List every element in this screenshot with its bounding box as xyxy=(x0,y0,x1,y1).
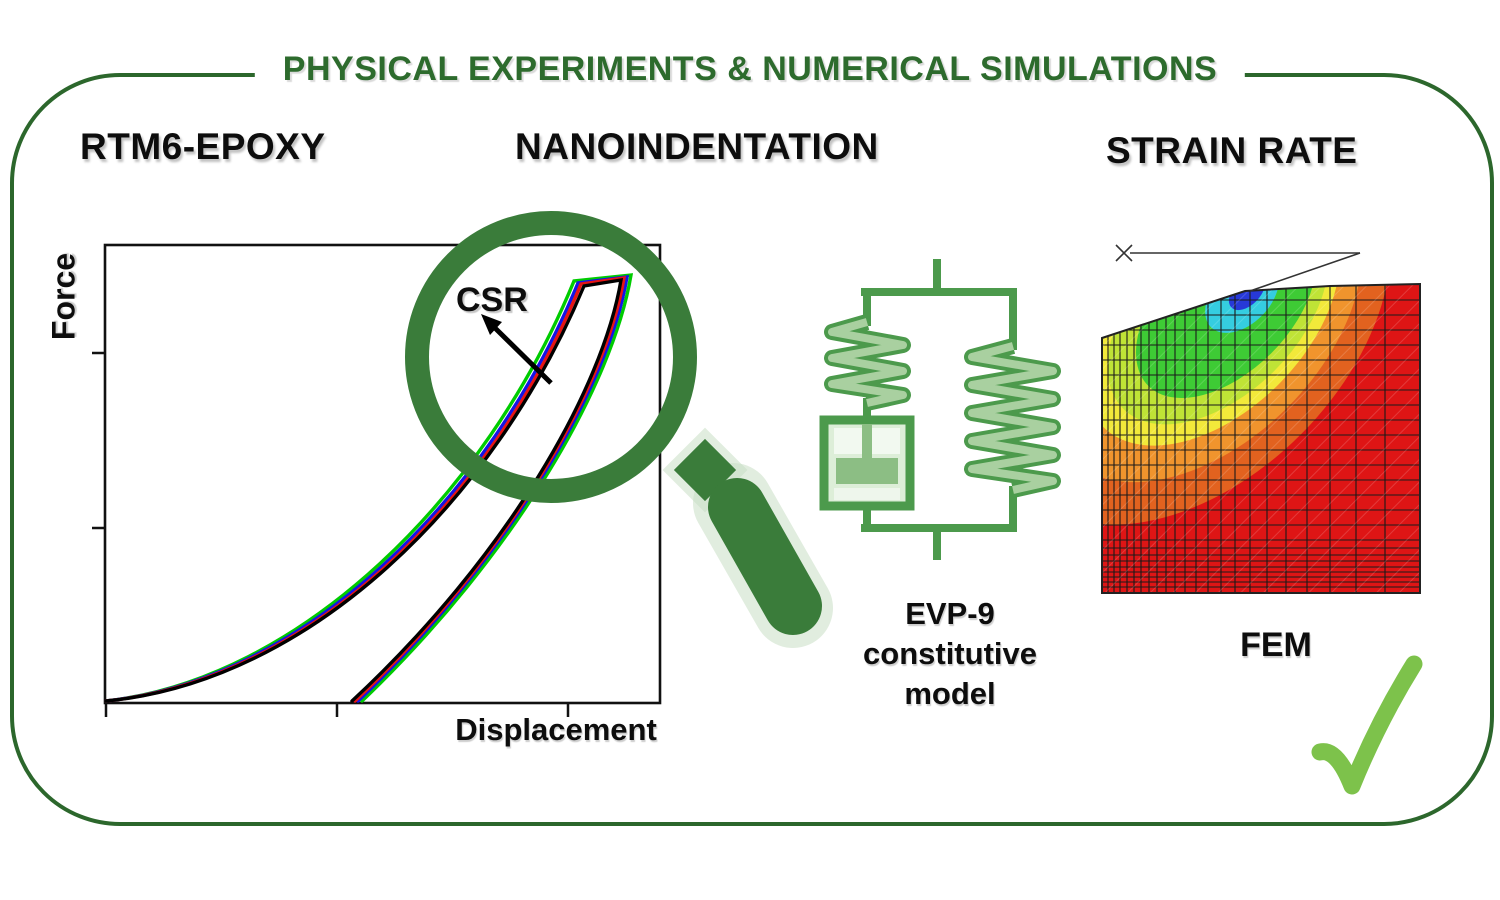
curve-black xyxy=(104,277,624,703)
magnifier-ring xyxy=(405,211,697,503)
load-unload-curves xyxy=(104,273,634,703)
dashpot-icon xyxy=(819,415,915,511)
axis-ticks xyxy=(92,351,570,717)
indenter-icon xyxy=(1115,244,1361,292)
spring-right-icon xyxy=(964,338,1061,498)
mesh-outline xyxy=(1101,282,1421,594)
plot-y-axis-label: Force xyxy=(45,252,82,341)
model-frame xyxy=(861,259,1017,560)
section-title-material: RTM6-EPOXY xyxy=(80,126,326,167)
figure-title: PHYSICAL EXPERIMENTS & NUMERICAL SIMULAT… xyxy=(254,50,1246,89)
section-title-simulation: STRAIN RATE xyxy=(1106,130,1358,171)
csr-annotation: CSR xyxy=(456,281,528,319)
fem-color-bands xyxy=(1102,284,1420,593)
plot-box xyxy=(103,243,662,705)
csr-arrow xyxy=(481,314,553,385)
checkmark-icon xyxy=(1311,655,1423,795)
fem-caption: FEM xyxy=(1240,626,1312,664)
magnifier-handle xyxy=(708,478,822,635)
x-marker-icon xyxy=(1115,244,1133,262)
section-title-experiment: NANOINDENTATION xyxy=(515,126,879,167)
mesh-diagonal-pattern xyxy=(1102,284,1420,593)
constitutive-model-diagram xyxy=(819,259,1061,560)
spring-left-icon xyxy=(824,314,911,411)
constitutive-model-caption: EVP-9 constitutive model xyxy=(800,594,1100,714)
caption-line-3: model xyxy=(904,676,996,711)
force-displacement-plot xyxy=(92,243,662,717)
fem-contour-plot xyxy=(1101,244,1421,594)
caption-line-1: EVP-9 xyxy=(905,596,995,631)
curve-green xyxy=(104,273,634,703)
magnifier-icon xyxy=(405,211,833,648)
plot-x-axis-label: Displacement xyxy=(455,712,657,747)
caption-line-2: constitutive xyxy=(863,636,1037,671)
